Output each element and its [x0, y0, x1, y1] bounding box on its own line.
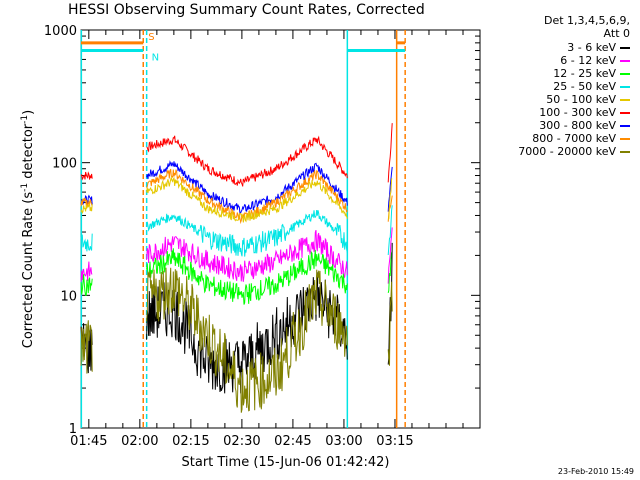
series-line-100-300-post: [387, 123, 393, 183]
legend-item: 800 - 7000 keV: [532, 132, 630, 145]
series-line-25-50-main: [146, 210, 348, 257]
x-tick-label: 03:15: [376, 434, 413, 449]
legend-item: 12 - 25 keV: [553, 67, 630, 80]
y-tick-label: 1: [69, 422, 77, 437]
legend-item-swatch: [620, 73, 630, 75]
y-tick-label: 1000: [44, 24, 77, 39]
legend-item: 6 - 12 keV: [560, 54, 630, 67]
series-line-50-100-main: [146, 175, 348, 223]
series-line-800-7000-main: [146, 168, 348, 225]
series-line-7000-20000-post: [387, 281, 393, 366]
legend-item-swatch: [620, 47, 630, 49]
legend-item-swatch: [620, 60, 630, 62]
series-line-3-6-main: [146, 272, 348, 394]
legend-item-swatch: [620, 99, 630, 101]
legend-item-label: 50 - 100 keV: [546, 93, 616, 106]
legend-item-label: 800 - 7000 keV: [532, 132, 616, 145]
legend-item-swatch: [620, 138, 630, 140]
x-tick-label: 02:45: [274, 434, 311, 449]
legend-item-swatch: [620, 86, 630, 88]
legend-item-label: 6 - 12 keV: [560, 54, 616, 67]
series-line-6-12-main: [146, 230, 348, 282]
series-line-300-800-post: [387, 166, 393, 212]
x-tick-label: 02:30: [223, 434, 260, 449]
x-axis-label: Start Time (15-Jun-06 01:42:42): [182, 455, 390, 470]
legend-item: 300 - 800 keV: [539, 119, 630, 132]
legend-header-attenuator: Att 0: [603, 27, 630, 40]
legend-item: 7000 - 20000 keV: [518, 145, 630, 158]
flag-label-night: N: [152, 53, 159, 64]
legend-item-swatch: [620, 125, 630, 127]
legend-item: 3 - 6 keV: [567, 41, 630, 54]
series-line-800-7000-pre: [80, 198, 93, 208]
series-line-25-50-post: [387, 205, 393, 256]
y-axis-label: Corrected Count Rate (s-1 detector-1): [20, 110, 36, 348]
legend-item: 100 - 300 keV: [539, 106, 630, 119]
series-line-300-800-main: [146, 160, 348, 215]
legend-item-swatch: [620, 112, 630, 114]
legend-item-label: 300 - 800 keV: [539, 119, 616, 132]
series-line-6-12-pre: [80, 261, 93, 282]
x-tick-label: 02:00: [121, 434, 158, 449]
x-tick-label: 03:00: [325, 434, 362, 449]
chart-title: HESSI Observing Summary Count Rates, Cor…: [68, 2, 425, 18]
footer-date: 23-Feb-2010 15:49: [557, 467, 634, 476]
series-line-100-300-pre: [80, 171, 93, 181]
legend-header-detectors: Det 1,3,4,5,6,9,: [543, 14, 630, 27]
legend-item-label: 3 - 6 keV: [567, 41, 616, 54]
series-line-50-100-post: [387, 178, 393, 220]
series-line-6-12-post: [387, 227, 393, 284]
series-line-100-300-main: [146, 135, 348, 187]
legend-item: 50 - 100 keV: [546, 93, 630, 106]
y-tick-label: 10: [60, 289, 77, 304]
legend-item-swatch: [620, 151, 630, 153]
series-line-25-50-pre: [80, 233, 93, 252]
series-line-7000-20000-pre: [80, 320, 93, 374]
y-tick-label: 100: [52, 157, 77, 172]
plot-area: 1 10 100 1000 01:45 02:00 02:15 02:30 02:45 03:00…: [20, 24, 481, 470]
legend-item-label: 25 - 50 keV: [553, 80, 616, 93]
legend-item-label: 100 - 300 keV: [539, 106, 616, 119]
series-line-50-100-pre: [80, 202, 93, 215]
x-tick-label: 02:15: [172, 434, 209, 449]
legend-item-label: 12 - 25 keV: [553, 67, 616, 80]
series-line-12-25-main: [146, 248, 348, 305]
series-line-12-25-pre: [80, 274, 93, 297]
x-tick-label: 01:45: [70, 434, 107, 449]
legend-item: 25 - 50 keV: [553, 80, 630, 93]
flag-label-saa: S: [148, 32, 154, 43]
legend-item-label: 7000 - 20000 keV: [518, 145, 616, 158]
series-line-7000-20000-main: [146, 267, 348, 413]
